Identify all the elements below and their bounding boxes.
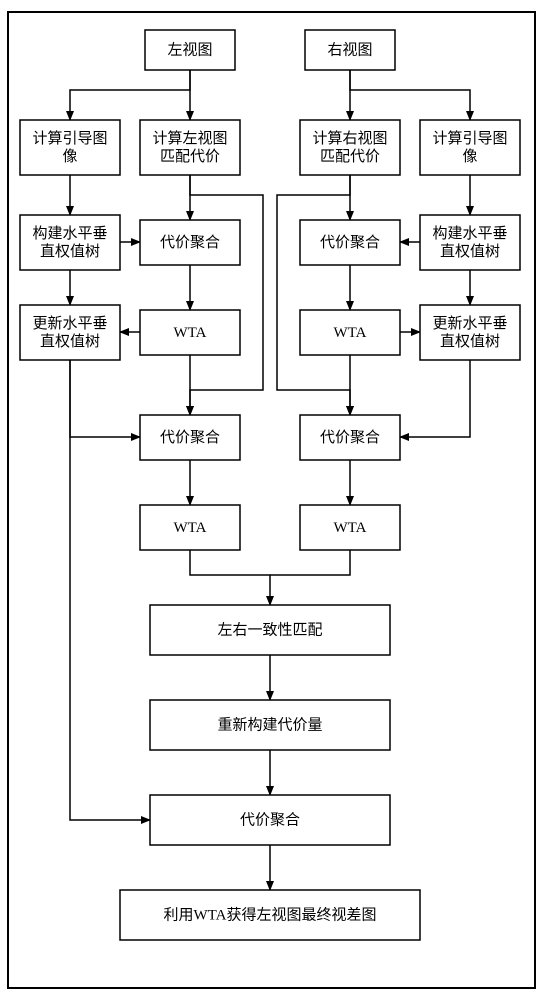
node-label: 直权值树: [440, 243, 500, 260]
node-label: 像: [62, 148, 77, 165]
node-M4: 利用WTA获得左视图最终视差图: [120, 890, 420, 940]
node-label: 计算引导图: [32, 129, 107, 147]
edge: [270, 550, 350, 575]
node-M3: 代价聚合: [150, 795, 390, 845]
node-box: [420, 120, 520, 175]
node-L3b: WTA: [140, 310, 240, 355]
node-R5: WTA: [300, 505, 400, 550]
node-label: 像: [462, 148, 477, 165]
node-label: 代价聚合: [160, 234, 220, 251]
node-label: 重新构建代价量: [217, 716, 322, 733]
node-label: 代价聚合: [160, 429, 220, 446]
node-label: 代价聚合: [240, 811, 300, 828]
node-label: 代价聚合: [320, 234, 380, 251]
node-label: 直权值树: [440, 333, 500, 350]
node-label: 匹配代价: [320, 148, 380, 165]
edge: [70, 360, 150, 820]
edge: [190, 550, 270, 605]
node-box: [20, 120, 120, 175]
edges-layer: [70, 70, 470, 890]
node-label: 计算右视图: [312, 129, 387, 147]
node-L3a: 更新水平垂直权值树: [20, 305, 120, 360]
node-label: 代价聚合: [320, 429, 380, 446]
node-R1a: 计算引导图像: [420, 120, 520, 175]
node-label: 利用WTA获得左视图最终视差图: [164, 906, 377, 923]
node-label: 计算引导图: [432, 129, 507, 147]
edge: [277, 175, 350, 415]
node-label: 直权值树: [40, 243, 100, 260]
node-label: 更新水平垂: [32, 315, 107, 332]
node-R2b: 代价聚合: [300, 220, 400, 265]
node-L4: 代价聚合: [140, 415, 240, 460]
edge: [400, 360, 470, 437]
node-box: [420, 215, 520, 270]
node-L1b: 计算左视图匹配代价: [140, 120, 240, 175]
node-label: 直权值树: [40, 333, 100, 350]
node-R1b: 计算右视图匹配代价: [300, 120, 400, 175]
node-label: 左右一致性匹配: [217, 621, 322, 638]
node-L5: WTA: [140, 505, 240, 550]
node-box: [300, 120, 400, 175]
node-box: [420, 305, 520, 360]
node-label: 右视图: [327, 41, 372, 58]
node-box: [20, 215, 120, 270]
node-label: 匹配代价: [160, 148, 220, 165]
node-box: [140, 120, 240, 175]
node-M2: 重新构建代价量: [150, 700, 390, 750]
node-L2a: 构建水平垂直权值树: [20, 215, 120, 270]
node-M1: 左右一致性匹配: [150, 605, 390, 655]
node-label: WTA: [334, 325, 367, 341]
node-label: WTA: [174, 325, 207, 341]
node-R2a: 构建水平垂直权值树: [420, 215, 520, 270]
node-box: [20, 305, 120, 360]
node-label: 左视图: [167, 41, 212, 58]
edge: [70, 70, 190, 120]
node-label: 构建水平垂: [432, 225, 507, 242]
edge: [70, 360, 140, 437]
node-L2b: 代价聚合: [140, 220, 240, 265]
nodes-layer: 左视图右视图计算引导图像计算左视图匹配代价计算右视图匹配代价计算引导图像构建水平…: [20, 30, 520, 940]
node-label: WTA: [174, 520, 207, 536]
node-R4: 代价聚合: [300, 415, 400, 460]
node-R0: 右视图: [305, 30, 395, 70]
node-L0: 左视图: [145, 30, 235, 70]
node-R3a: 更新水平垂直权值树: [420, 305, 520, 360]
node-R3b: WTA: [300, 310, 400, 355]
node-label: 计算左视图: [152, 129, 227, 147]
edge: [350, 70, 470, 120]
node-label: 更新水平垂: [432, 315, 507, 332]
node-label: WTA: [334, 520, 367, 536]
edge: [190, 175, 263, 415]
node-L1a: 计算引导图像: [20, 120, 120, 175]
node-label: 构建水平垂: [32, 225, 107, 242]
